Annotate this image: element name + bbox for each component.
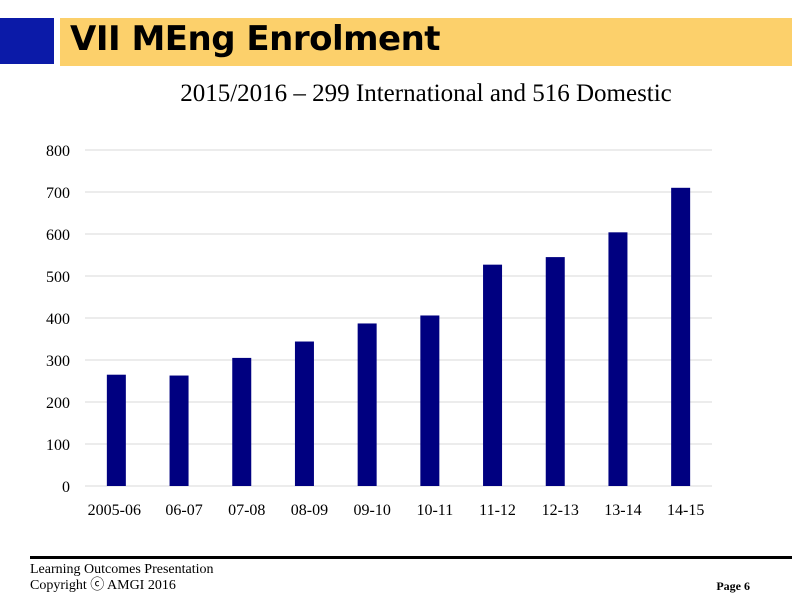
bar: [169, 375, 189, 486]
bar: [483, 264, 503, 486]
x-tick-label: 13-14: [604, 502, 641, 519]
x-tick-label: 14-15: [667, 502, 704, 519]
y-tick-label: 500: [46, 269, 70, 286]
footer-copyright: Copyright ⓒ AMGI 2016: [30, 578, 176, 593]
y-tick-label: 300: [46, 353, 70, 370]
x-tick-label: 12-13: [542, 502, 579, 519]
chart-subtitle: 2015/2016 – 299 International and 516 Do…: [180, 80, 672, 107]
enrolment-bar-chart: 0 100 200 300 400 500 600 700 800 2005-06 06-07 07-…: [46, 143, 712, 519]
title-bar: VII MEng Enrolment: [60, 18, 792, 66]
bar: [294, 341, 314, 486]
bar: [420, 315, 440, 486]
page-title: VII MEng Enrolment: [70, 19, 441, 59]
y-tick-label: 700: [46, 185, 70, 202]
x-tick-label: 11-12: [479, 502, 516, 519]
bar: [232, 357, 252, 486]
x-tick-label: 07-08: [228, 502, 265, 519]
x-tick-label: 2005-06: [88, 502, 141, 519]
bar: [671, 187, 691, 487]
y-tick-label: 0: [62, 479, 70, 496]
footer-presentation-name: Learning Outcomes Presentation: [30, 562, 214, 577]
bar: [357, 323, 377, 486]
x-tick-label: 08-09: [291, 502, 328, 519]
y-tick-label: 200: [46, 395, 70, 412]
y-tick-label: 600: [46, 227, 70, 244]
y-tick-label: 100: [46, 437, 70, 454]
bar: [545, 257, 565, 486]
y-tick-label: 400: [46, 311, 70, 328]
page-number: Page 6: [716, 579, 750, 593]
footer-divider: [30, 556, 792, 559]
bar: [106, 374, 126, 486]
x-tick-label: 06-07: [165, 502, 202, 519]
footer-text: Learning Outcomes Presentation Copyright…: [30, 562, 214, 594]
bar: [608, 232, 628, 486]
x-tick-label: 09-10: [353, 502, 390, 519]
y-tick-label: 800: [46, 143, 70, 160]
title-accent-square: [0, 18, 54, 64]
x-tick-label: 10-11: [416, 502, 453, 519]
